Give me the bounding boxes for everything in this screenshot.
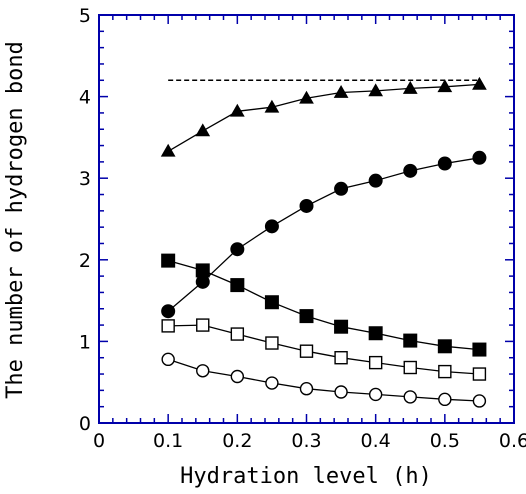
open-square-marker [368, 355, 383, 370]
series-circle-open [161, 352, 487, 408]
filled-square-marker [299, 309, 314, 324]
open-circle-marker [161, 352, 175, 367]
x-tick-label: 0.4 [361, 430, 391, 452]
series-line [168, 324, 480, 375]
y-tick-label: 3 [79, 168, 91, 190]
x-tick-label: 0.3 [291, 430, 321, 452]
filled-square-marker [161, 253, 176, 268]
open-circle-marker [230, 369, 245, 384]
series-square-filled [161, 253, 487, 357]
open-square-marker [161, 319, 175, 333]
x-axis-title: Hydration level (h) [180, 464, 432, 489]
open-circle-marker [438, 392, 452, 407]
y-tick-label: 0 [79, 413, 91, 435]
y-tick-label: 4 [79, 87, 91, 109]
y-tick-label: 5 [79, 5, 91, 27]
filled-circle-marker [403, 163, 418, 178]
filled-circle-marker [334, 181, 349, 196]
filled-circle-marker [472, 150, 487, 165]
filled-circle-marker [437, 156, 452, 171]
y-tick-label: 1 [79, 331, 91, 353]
triangle-marker [264, 99, 280, 113]
x-tick-label: 0.6 [499, 430, 526, 452]
triangle-marker [299, 90, 314, 104]
open-square-marker [472, 367, 487, 381]
filled-square-marker [195, 263, 210, 278]
x-tick-label: 0.2 [222, 430, 252, 452]
series-circle-filled [161, 150, 487, 319]
triangle-marker [437, 79, 453, 93]
filled-square-marker [472, 342, 487, 357]
series-line [167, 83, 480, 152]
open-square-marker [438, 364, 452, 379]
triangle-marker [368, 83, 384, 97]
triangle-marker [472, 76, 487, 90]
triangle-marker [402, 80, 418, 94]
filled-square-marker [230, 278, 245, 293]
series-square-open [161, 318, 487, 381]
data-layer [160, 76, 487, 408]
filled-circle-marker [299, 198, 314, 213]
triangle-marker [333, 85, 349, 98]
open-square-marker [196, 318, 210, 332]
triangle-marker [195, 123, 211, 137]
series-line [167, 157, 480, 312]
open-circle-marker [265, 376, 279, 390]
x-tick-label: 0.1 [153, 430, 183, 452]
open-circle-marker [334, 385, 348, 399]
triangle-marker [229, 103, 245, 117]
filled-square-marker [437, 339, 452, 354]
series-triangle-filled [160, 76, 487, 157]
x-tick-label: 0.5 [430, 430, 460, 452]
y-tick-label: 2 [79, 250, 91, 272]
open-circle-marker [403, 390, 417, 404]
filled-circle-marker [368, 173, 383, 188]
filled-square-marker [334, 319, 349, 334]
filled-circle-marker [161, 304, 176, 319]
open-circle-marker [472, 394, 487, 408]
filled-circle-marker [230, 242, 245, 257]
filled-circle-marker [264, 219, 279, 234]
open-square-marker [230, 327, 245, 341]
open-circle-marker [196, 364, 210, 378]
open-square-marker [299, 344, 314, 358]
y-axis-title: The number of hydrogen bond [3, 41, 28, 399]
filled-square-marker [264, 295, 279, 310]
series-line [167, 358, 480, 402]
filled-square-marker [368, 326, 383, 341]
x-tick-label: 0 [93, 430, 105, 452]
filled-square-marker [403, 333, 418, 348]
triangle-marker [160, 143, 176, 157]
open-square-marker [403, 360, 417, 375]
open-square-marker [334, 351, 348, 365]
open-circle-marker [299, 382, 314, 396]
series-line [168, 259, 480, 351]
open-square-marker [265, 336, 279, 350]
open-circle-marker [368, 387, 383, 402]
label-layer: Hydration level (h) The number of hydrog… [3, 41, 432, 489]
axes-layer: 0 0.1 0.2 0.3 0.4 0.5 0.6 0 1 2 3 4 5 [79, 5, 526, 452]
